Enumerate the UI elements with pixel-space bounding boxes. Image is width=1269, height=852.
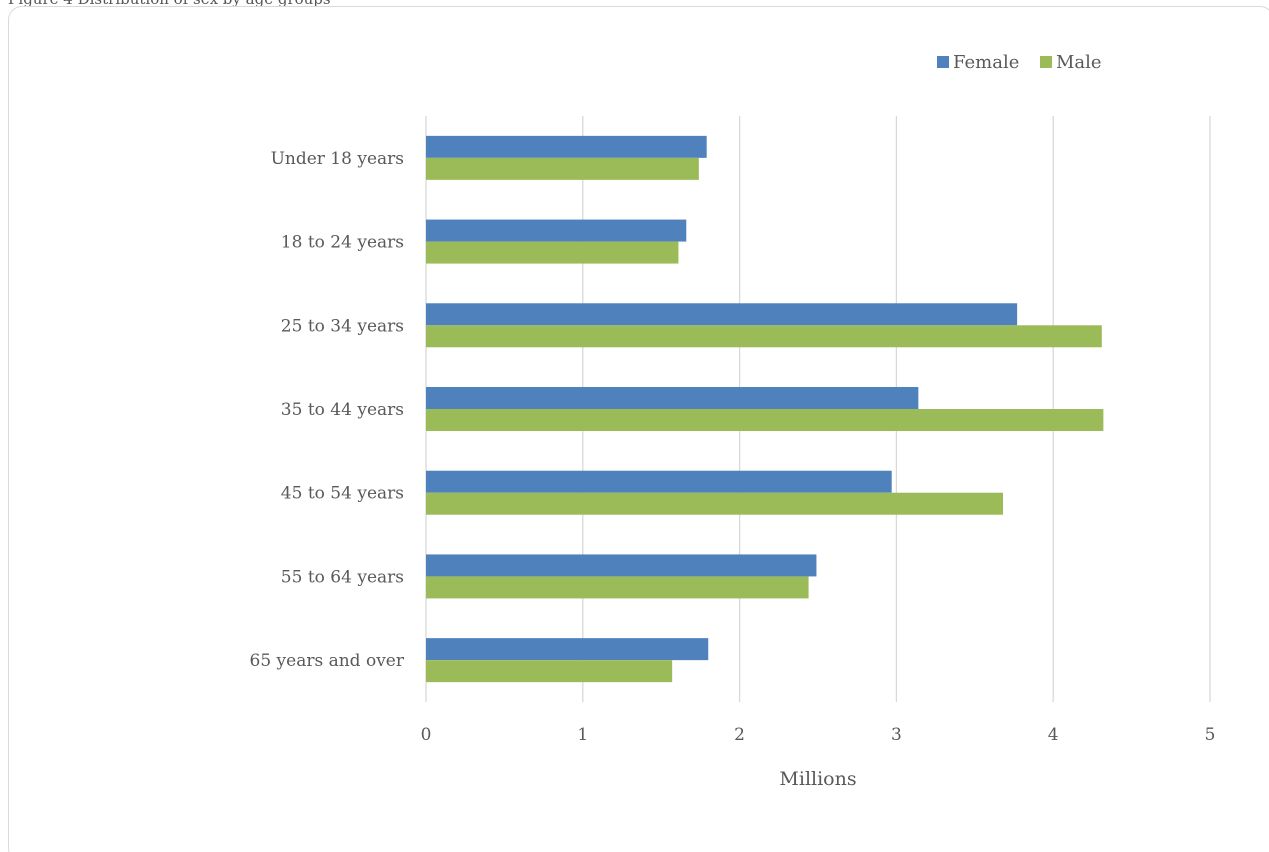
bar-male-1 [426, 241, 679, 264]
bar-male-6 [426, 660, 673, 683]
category-label: Under 18 years [271, 149, 404, 169]
bar-female-2 [426, 303, 1018, 326]
x-tick-label: 0 [421, 725, 432, 745]
bar-male-0 [426, 157, 699, 180]
category-label: 65 years and over [250, 651, 405, 671]
bar-male-3 [426, 409, 1104, 431]
bar-female-6 [426, 638, 709, 661]
category-label: 18 to 24 years [281, 233, 404, 253]
legend-swatch-female [937, 56, 949, 68]
x-tick-label: 2 [734, 725, 745, 745]
x-tick-label: 4 [1048, 725, 1059, 745]
legend-swatch-male [1040, 56, 1052, 68]
x-tick-label: 3 [891, 725, 902, 745]
category-labels: Under 18 years 18 to 24 years 25 to 34 yea… [250, 149, 405, 671]
legend: Female Male [937, 52, 1102, 73]
bar-female-4 [426, 470, 892, 493]
bars [426, 135, 1104, 683]
bar-male-4 [426, 492, 1004, 515]
bar-female-3 [426, 387, 919, 409]
bar-male-5 [426, 576, 809, 599]
bar-male-2 [426, 325, 1102, 348]
category-label: 55 to 64 years [281, 567, 404, 587]
legend-label-male: Male [1056, 52, 1102, 73]
x-axis-label: Millions [779, 768, 856, 790]
bar-female-5 [426, 554, 817, 577]
category-label: 35 to 44 years [281, 400, 404, 420]
x-tick-label: 1 [577, 725, 588, 745]
category-label: 45 to 54 years [281, 484, 404, 504]
legend-label-female: Female [953, 52, 1019, 73]
x-tick-label: 5 [1205, 725, 1216, 745]
x-tick-labels: 0 1 2 3 4 5 [421, 725, 1216, 745]
category-label: 25 to 34 years [281, 316, 404, 336]
figure-caption: Figure 4 Distribution of sex by age grou… [8, 0, 331, 8]
bar-female-0 [426, 135, 707, 158]
bar-female-1 [426, 219, 687, 242]
